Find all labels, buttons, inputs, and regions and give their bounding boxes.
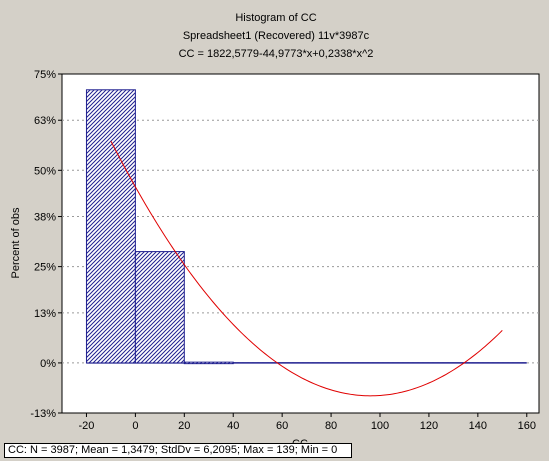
y-tick-label: 63% bbox=[34, 115, 56, 127]
y-tick-label: 13% bbox=[34, 308, 56, 320]
y-tick-label: 50% bbox=[34, 165, 56, 177]
histogram-bar bbox=[134, 251, 185, 364]
x-tick-label: 120 bbox=[420, 420, 438, 432]
fit-curve bbox=[110, 140, 503, 397]
y-tick-label: 75% bbox=[34, 69, 56, 81]
x-tick-label: 60 bbox=[276, 420, 288, 432]
chart-subtitle: Spreadsheet1 (Recovered) 11v*3987c bbox=[183, 30, 370, 42]
chart-title: Histogram of CC bbox=[235, 12, 316, 24]
x-tick-label: 20 bbox=[178, 420, 190, 432]
x-tick-label: 80 bbox=[325, 420, 337, 432]
x-tick-label: 140 bbox=[469, 420, 487, 432]
histogram-bar bbox=[183, 361, 234, 365]
y-tick-label: -13% bbox=[30, 408, 56, 420]
x-tick-label: 160 bbox=[518, 420, 536, 432]
x-tick-label: 100 bbox=[371, 420, 389, 432]
fit-equation: CC = 1822,5779-44,9773*x+0,2338*x^2 bbox=[179, 48, 374, 60]
y-tick-label: 0% bbox=[40, 358, 56, 370]
y-tick-label: 25% bbox=[34, 262, 56, 274]
x-tick-label: -20 bbox=[79, 420, 95, 432]
summary-statistics: CC: N = 3987; Mean = 1,3479; StdDv = 6,2… bbox=[4, 443, 352, 458]
histogram-bar bbox=[85, 89, 136, 364]
x-tick-label: 40 bbox=[227, 420, 239, 432]
y-axis-label: Percent of obs bbox=[10, 207, 22, 278]
y-tick-label: 38% bbox=[34, 212, 56, 224]
x-tick-label: 0 bbox=[132, 420, 138, 432]
